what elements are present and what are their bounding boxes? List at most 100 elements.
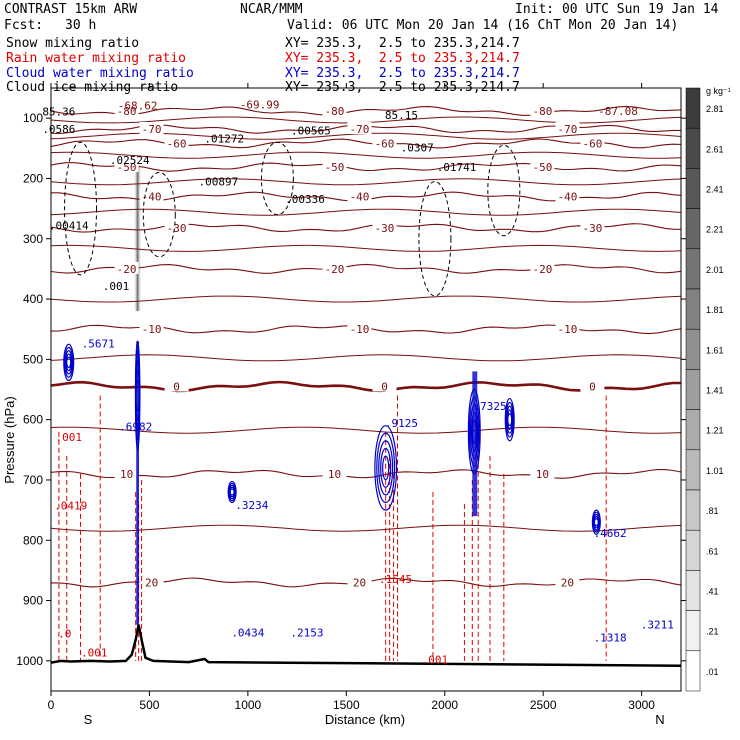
- isotherm-label-bg: [372, 379, 397, 392]
- ice-contour: [418, 180, 452, 297]
- colorbar-swatch: [685, 489, 701, 531]
- snow-shading: [133, 166, 142, 312]
- cloud-water-contour: [506, 405, 514, 434]
- isotherm-label: -30: [375, 222, 395, 235]
- isotherm-line: [51, 380, 681, 393]
- isotherm-label: -80: [117, 105, 137, 118]
- extremum-label: -69.99: [240, 99, 280, 112]
- extremum-label: .6982: [119, 421, 152, 434]
- field-rain-label: Rain water mixing ratio: [6, 51, 187, 66]
- colorbar-swatch: [685, 409, 701, 451]
- colorbar-tick-label: .61: [706, 546, 719, 556]
- isotherm-line: [51, 426, 681, 434]
- extremum-label: .00414: [49, 220, 89, 233]
- y-tick-label: 100: [23, 111, 43, 125]
- extremum-label: .00565: [291, 124, 331, 137]
- isotherm-label: -10: [350, 323, 370, 336]
- isotherm-label-bg: [322, 261, 347, 274]
- colorbar-tick-label: 2.61: [706, 144, 724, 154]
- cloud-water-contour: [382, 455, 390, 481]
- extremum-label: .1545: [379, 573, 412, 586]
- field-rain-xy: XY= 235.3, 2.5 to 235.3,214.7: [285, 51, 520, 66]
- isotherm-label: -30: [167, 222, 187, 235]
- colorbar-swatch: [685, 650, 701, 692]
- colorbar-swatch: [685, 449, 701, 491]
- extremum-label: .02524: [110, 154, 150, 167]
- y-tick-label: 1000: [16, 654, 43, 668]
- cloud-water-contour: [374, 425, 398, 511]
- isotherm-label-bg: [530, 261, 555, 274]
- y-tick-label: 500: [23, 352, 43, 366]
- extremum-label: .001: [81, 647, 108, 660]
- isotherm-line: [51, 208, 681, 216]
- isotherm-label-bg: [322, 159, 347, 172]
- extremum-label: .0586: [42, 123, 75, 136]
- isotherm-label: -40: [557, 191, 577, 204]
- isotherm-label: -50: [532, 161, 552, 174]
- isotherm-line: [51, 151, 681, 159]
- colorbar-swatch: [685, 529, 701, 571]
- isotherm-label: 20: [561, 576, 574, 589]
- isotherm-label-bg: [347, 189, 372, 202]
- isotherm-label-bg: [139, 322, 164, 335]
- cloud-water-contour: [592, 511, 601, 533]
- extremum-label: .00897: [198, 176, 238, 189]
- extremum-label: .4662: [594, 527, 627, 540]
- extremum-label: -68.62: [118, 100, 158, 113]
- colorbar-tick-label: 1.41: [706, 386, 724, 396]
- isotherm-label-bg: [530, 103, 555, 116]
- cloud-water-contour: [505, 401, 514, 438]
- cloud-water-core: [136, 341, 140, 625]
- isotherm-label: -10: [142, 323, 162, 336]
- colorbar-tick-label: .21: [706, 627, 719, 637]
- isotherm-label-bg: [114, 261, 139, 274]
- x-axis-label: Distance (km): [325, 712, 405, 727]
- colorbar-swatch: [685, 87, 701, 129]
- model-title: CONTRAST 15km ARW: [4, 2, 138, 17]
- x-tick-label: 500: [139, 698, 159, 712]
- cloud-water-contour: [227, 480, 237, 504]
- isotherm-line: [51, 162, 681, 172]
- isotherm-label: 0: [173, 380, 180, 393]
- field-cloudwater-xy: XY= 235.3, 2.5 to 235.3,214.7: [285, 66, 520, 81]
- cloud-water-contour: [63, 343, 75, 382]
- isotherm-label-bg: [114, 466, 139, 479]
- isotherm-label-bg: [164, 136, 189, 149]
- colorbar-unit: g kg⁻¹: [706, 86, 731, 96]
- isotherm-label-bg: [347, 322, 372, 335]
- extremum-label: .3211: [641, 618, 674, 631]
- colorbar-tick-label: 2.81: [706, 104, 724, 114]
- extremum-label: 85.36: [42, 106, 75, 119]
- isotherm-label: 10: [328, 468, 341, 481]
- x-tick-label: 1500: [333, 698, 360, 712]
- plot-area: -80 -80 -80 -70 -70 -70 -60 -60 -60 -50 -50 -50 -40 -…: [51, 103, 681, 667]
- extremum-label: .00336: [285, 193, 325, 206]
- isotherm-label-bg: [164, 379, 189, 392]
- isotherm-label: -40: [142, 191, 162, 204]
- isotherm-line: [51, 223, 681, 233]
- field-snow-xy: XY= 235.3, 2.5 to 235.3,214.7: [285, 36, 520, 51]
- extremum-label: .01272: [204, 132, 244, 145]
- cloud-water-contour: [591, 509, 601, 535]
- extremum-label: .001: [103, 280, 130, 293]
- ice-contour: [487, 144, 521, 237]
- colorbar-tick-label: .81: [706, 506, 719, 516]
- isotherm-label: -60: [167, 137, 187, 150]
- isotherm-label-bg: [530, 159, 555, 172]
- x-tick-label: 2500: [530, 698, 557, 712]
- isotherm-label-bg: [530, 466, 555, 479]
- isotherm-line: [51, 178, 681, 186]
- cloud-water-contour: [66, 356, 72, 369]
- isotherm-label-bg: [555, 322, 580, 335]
- extremum-label: 85.15: [385, 109, 418, 122]
- colorbar: 2.81 2.61 2.41 2.21 2.01 1.81 1.61 1.41 1.21 1.01…: [685, 87, 724, 692]
- extremum-label: .3234: [235, 499, 268, 512]
- extremum-label: -87.08: [598, 105, 638, 118]
- y-tick-label: 700: [23, 473, 43, 487]
- extremum-label: .001: [55, 431, 82, 444]
- cloud-water-core: [472, 371, 478, 517]
- isotherm-label: -20: [117, 263, 137, 276]
- colorbar-swatch: [685, 208, 701, 250]
- isotherm-line: [51, 263, 681, 274]
- extremum-label: .2153: [290, 627, 323, 640]
